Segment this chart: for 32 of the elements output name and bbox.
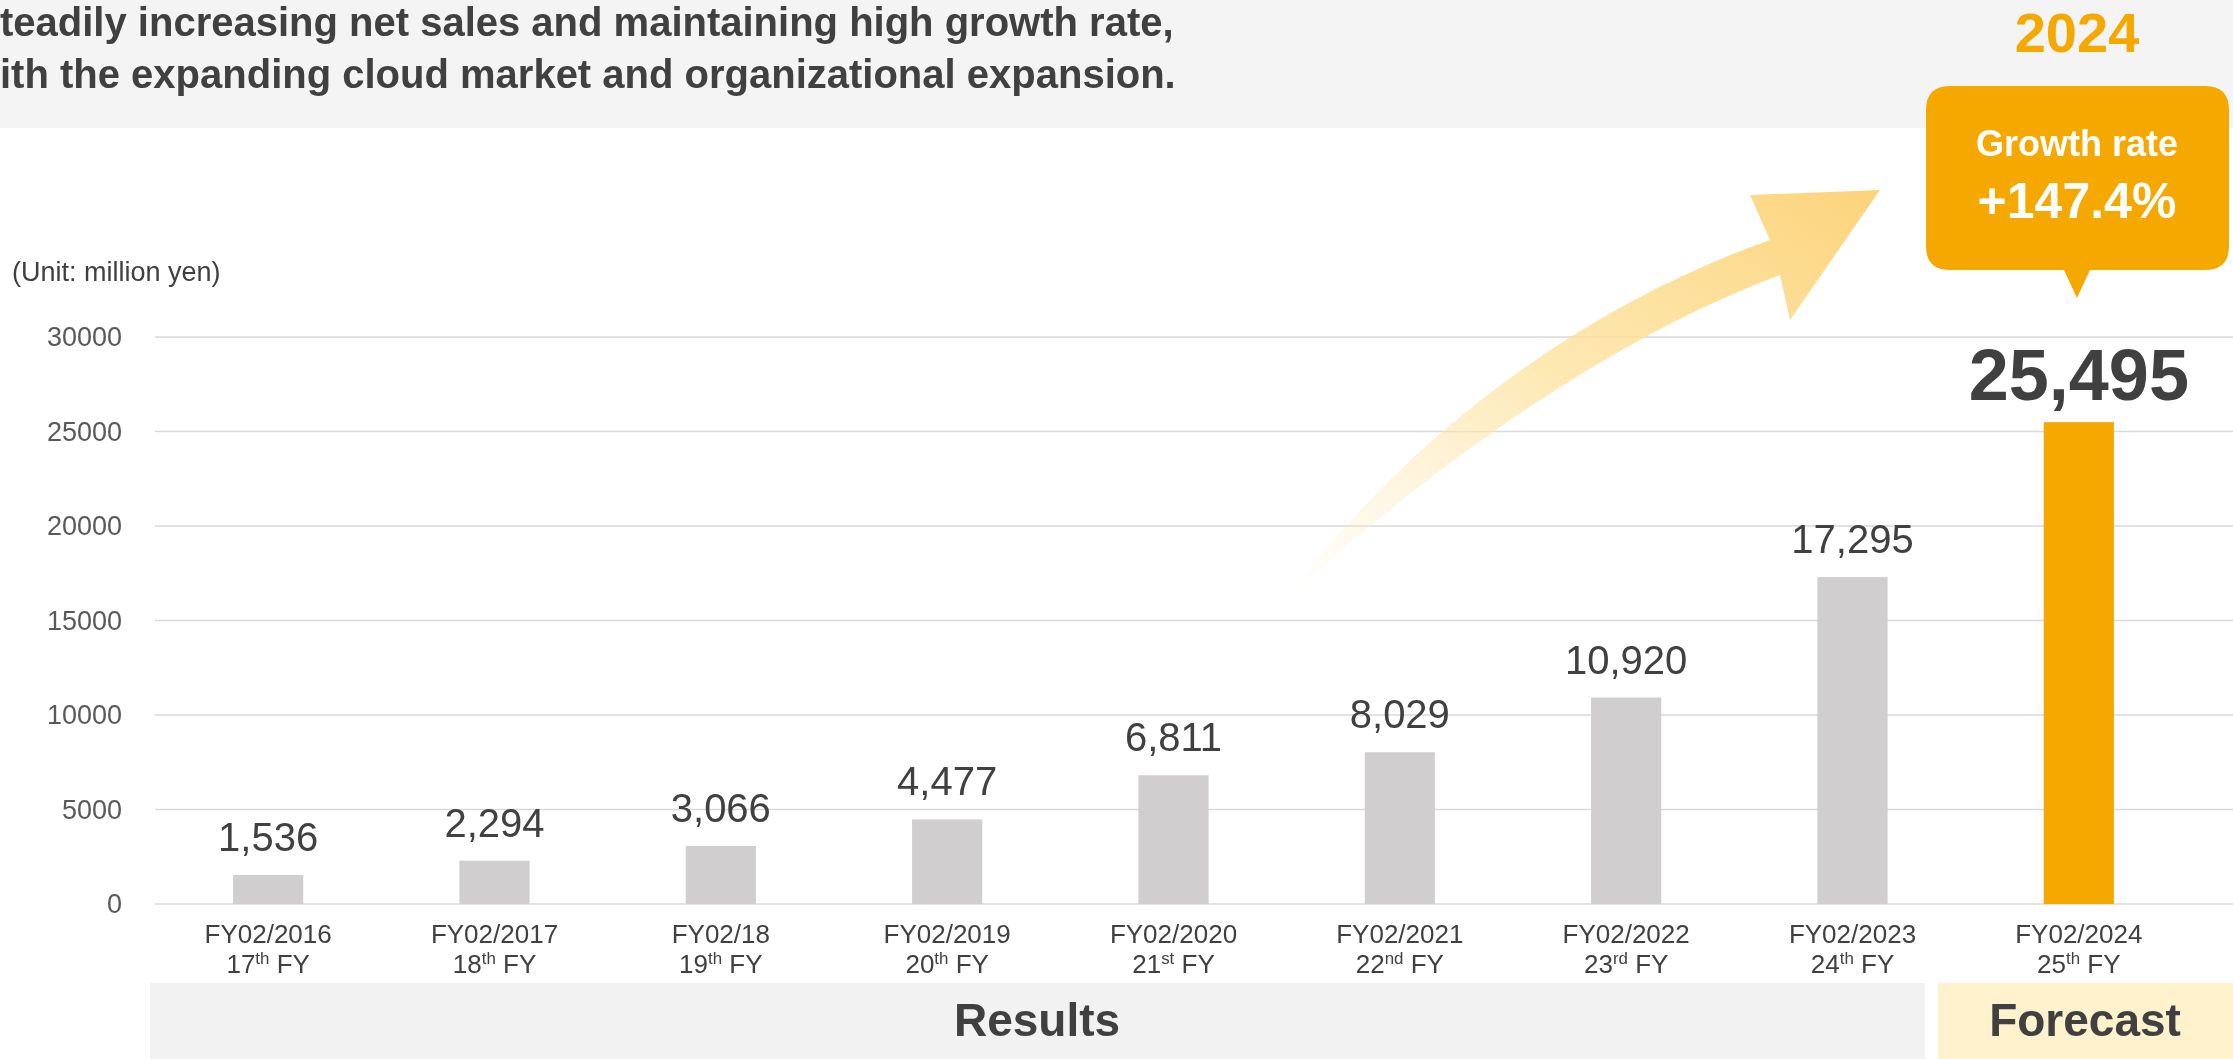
data-label: 1,536: [218, 814, 319, 859]
x-tick-label: FY02/2017 18$^{th}$ FY: [430, 919, 559, 979]
y-tick-label: 30000: [46, 322, 122, 353]
y-tick-label: 25000: [46, 416, 122, 447]
y-tick-label: 0: [106, 889, 122, 920]
data-label: 10,920: [1564, 637, 1688, 682]
data-label: 8,029: [1349, 692, 1450, 737]
y-tick-label: 10000: [46, 700, 122, 731]
x-tick-label: FY02/2022 23$^{rd}$ FY: [1562, 919, 1690, 979]
text: Results: [953, 994, 1121, 1046]
data-label: 3,066: [670, 786, 771, 831]
y-tick-label: 5000: [61, 794, 122, 825]
data-label: 17,295: [1791, 517, 1914, 562]
y-tick-label: 15000: [46, 605, 122, 636]
text: (Unit: million yen): [12, 257, 221, 287]
x-tick-label: FY02/18 19$^{th}$ FY: [671, 919, 770, 979]
x-tick-label: FY02/2019 20$^{th}$ FY: [883, 919, 1011, 979]
text: Forecast: [1989, 994, 2181, 1046]
x-tick-label: FY02/2020 21$^{st}$ FY: [1109, 919, 1238, 979]
x-tick-label: FY02/2016 17$^{th}$ FY: [204, 919, 332, 979]
data-label: 2,294: [444, 800, 545, 845]
chart-title: teadily increasing net sales and maintaining high growth rate, ith the expanding cloud market and organizational expansion.: [0, 0, 1176, 96]
text: 2024: [2014, 1, 2140, 64]
x-tick-label: FY02/2021 22$^{nd}$ FY: [1336, 919, 1464, 979]
text: Growth rate +147.4%: [1975, 123, 2179, 229]
data-label: 25,495: [1968, 335, 2189, 416]
x-tick-label: FY02/2024 25$^{th}$ FY: [2015, 919, 2143, 979]
data-label: 4,477: [897, 759, 998, 804]
data-label: 6,811: [1124, 715, 1223, 760]
bar: [2043, 422, 2114, 904]
y-tick-label: 20000: [46, 511, 122, 542]
x-tick-label: FY02/2023 24$^{th}$ FY: [1788, 919, 1917, 979]
